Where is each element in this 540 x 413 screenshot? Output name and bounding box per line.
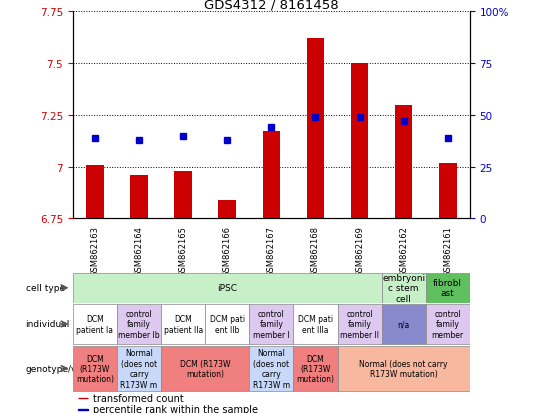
Bar xyxy=(426,273,470,303)
Bar xyxy=(161,346,249,392)
Bar xyxy=(338,346,470,392)
Text: individual: individual xyxy=(25,320,70,329)
Bar xyxy=(426,304,470,344)
Bar xyxy=(262,132,280,219)
Text: Normal (does not carry
R173W mutation): Normal (does not carry R173W mutation) xyxy=(360,359,448,378)
Bar xyxy=(395,105,413,219)
Text: iPSC: iPSC xyxy=(217,284,237,292)
Text: control
family
member Ib: control family member Ib xyxy=(118,309,160,339)
Text: n/a: n/a xyxy=(397,320,410,329)
Text: control
family
member: control family member xyxy=(431,309,464,339)
Text: DCM
patient Ia: DCM patient Ia xyxy=(77,315,113,334)
Bar xyxy=(351,64,368,219)
Bar xyxy=(130,176,148,219)
Bar xyxy=(73,304,117,344)
Text: percentile rank within the sample: percentile rank within the sample xyxy=(93,404,259,413)
Bar xyxy=(293,304,338,344)
Text: cell type: cell type xyxy=(25,284,65,292)
Text: embryoni
c stem
cell: embryoni c stem cell xyxy=(382,273,425,303)
Bar xyxy=(218,200,236,219)
Bar xyxy=(205,304,249,344)
Text: DCM (R173W
mutation): DCM (R173W mutation) xyxy=(180,359,231,378)
Bar xyxy=(293,346,338,392)
Text: control
family
member II: control family member II xyxy=(340,309,379,339)
Text: genotype/variation: genotype/variation xyxy=(25,364,112,373)
Bar xyxy=(382,304,426,344)
Bar xyxy=(73,346,117,392)
Text: Normal
(does not
carry
R173W m: Normal (does not carry R173W m xyxy=(253,349,290,389)
Text: DCM
(R173W
mutation): DCM (R173W mutation) xyxy=(76,354,114,383)
Text: DCM pati
ent IIIa: DCM pati ent IIIa xyxy=(298,315,333,334)
Text: DCM
patient IIa: DCM patient IIa xyxy=(164,315,203,334)
Bar xyxy=(307,39,324,219)
Text: DCM
(R173W
mutation): DCM (R173W mutation) xyxy=(296,354,334,383)
Bar xyxy=(174,171,192,219)
Bar xyxy=(249,304,293,344)
Text: DCM pati
ent IIb: DCM pati ent IIb xyxy=(210,315,245,334)
Text: transformed count: transformed count xyxy=(93,393,184,403)
Bar xyxy=(249,346,293,392)
Text: control
family
member I: control family member I xyxy=(253,309,290,339)
Bar xyxy=(439,163,456,219)
Bar xyxy=(338,304,382,344)
Bar xyxy=(117,304,161,344)
Text: Normal
(does not
carry
R173W m: Normal (does not carry R173W m xyxy=(120,349,158,389)
Title: GDS4312 / 8161458: GDS4312 / 8161458 xyxy=(204,0,339,11)
Bar xyxy=(73,273,382,303)
Text: fibrobl
ast: fibrobl ast xyxy=(433,278,462,298)
Bar xyxy=(117,346,161,392)
Bar xyxy=(86,165,104,219)
Bar xyxy=(161,304,205,344)
Bar xyxy=(382,273,426,303)
